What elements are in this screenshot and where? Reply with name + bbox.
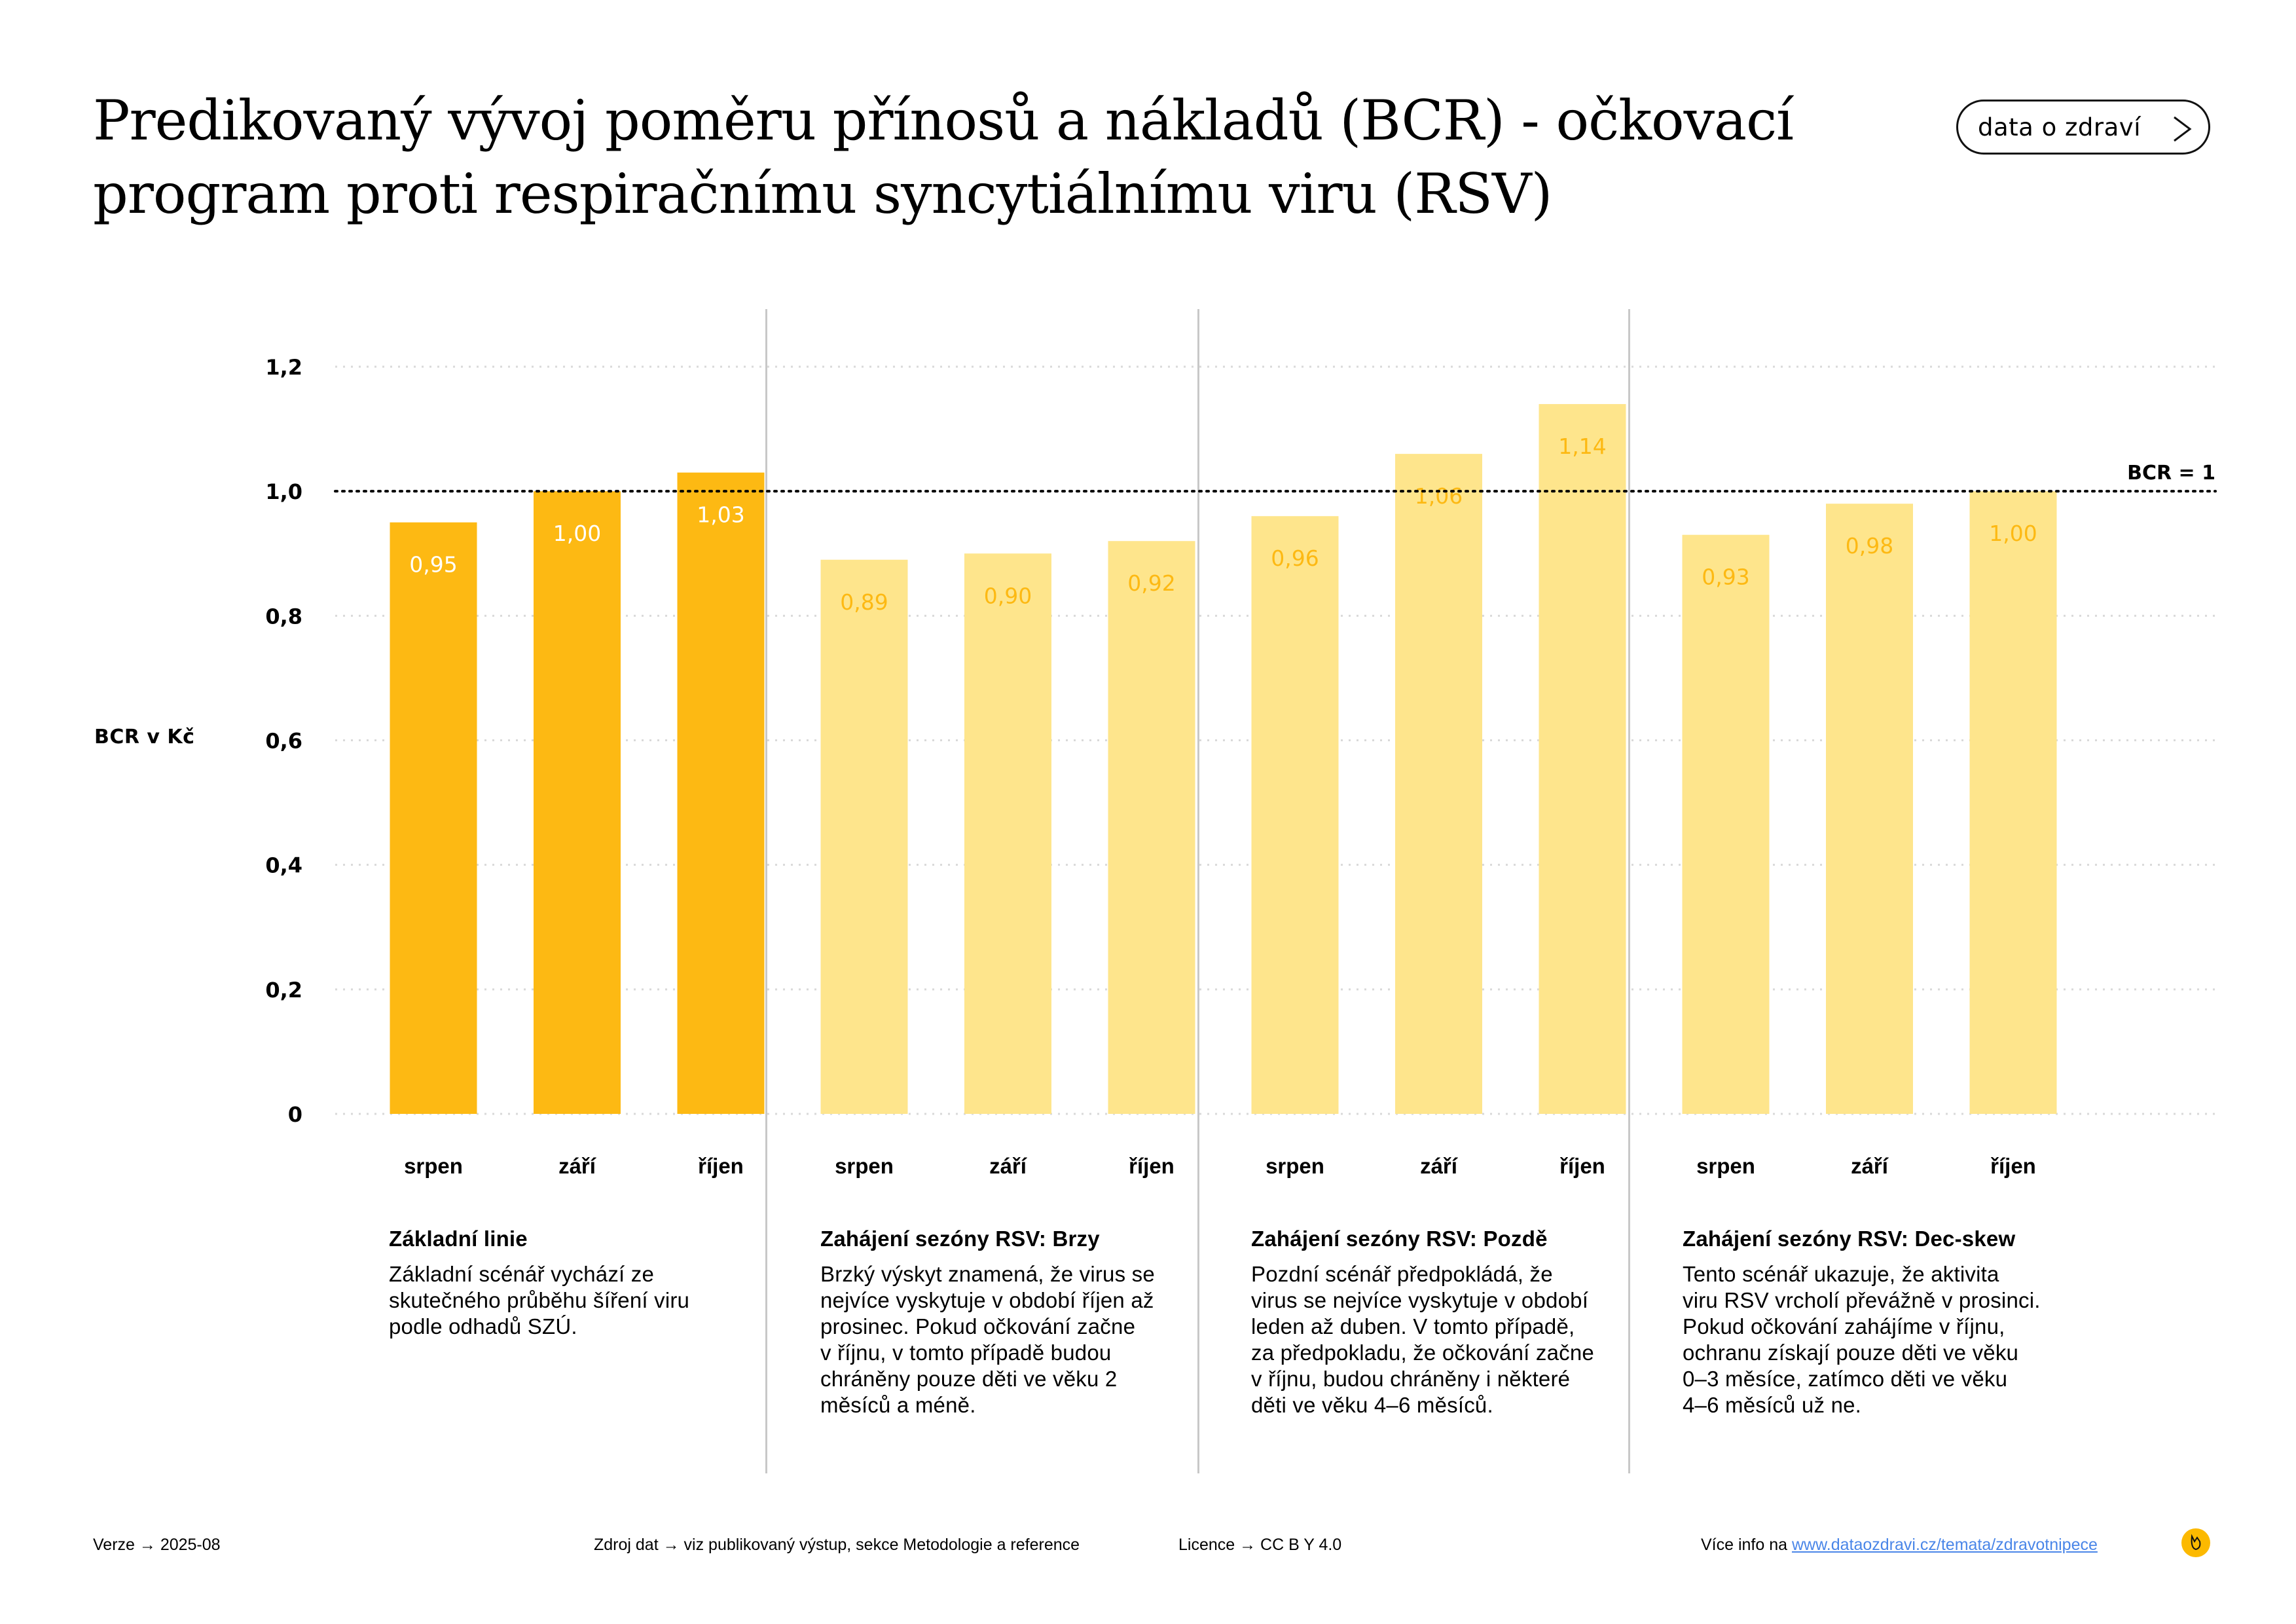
x-category-label: říjen bbox=[1559, 1154, 1605, 1178]
scenario-description-line: Pokud očkování zahájíme v říjnu, bbox=[1683, 1314, 2005, 1338]
y-tick-label: 0 bbox=[288, 1102, 302, 1127]
scenario-description-line: 0–3 měsíce, zatímco děti ve věku bbox=[1683, 1367, 2008, 1391]
bar-value-label: 1,06 bbox=[1415, 483, 1463, 509]
bar bbox=[1395, 454, 1482, 1114]
bar-value-label: 0,90 bbox=[984, 583, 1032, 608]
scenario-description-line: chráněny pouze děti ve věku 2 bbox=[820, 1367, 1118, 1391]
y-tick-label: 0,4 bbox=[265, 853, 302, 878]
chevron-right-icon bbox=[2174, 116, 2192, 142]
x-category-label: říjen bbox=[1990, 1154, 2036, 1178]
y-tick-label: 1,2 bbox=[265, 355, 302, 380]
footer-version: Verze → 2025-08 bbox=[93, 1536, 221, 1554]
bar bbox=[534, 491, 621, 1114]
footer-more-info: Více info na www.dataozdravi.cz/temata/z… bbox=[1701, 1535, 2098, 1555]
scenario-baseline: Základní linie Základní scénář vychází z… bbox=[389, 1226, 769, 1340]
scenario-description: Tento scénář ukazuje, že aktivita viru RS… bbox=[1683, 1261, 2062, 1418]
scenario-late: Zahájení sezóny RSV: Pozdě Pozdní scénář… bbox=[1251, 1226, 1631, 1418]
scenario-description: Brzký výskyt znamená, že virus se nejvíce… bbox=[820, 1261, 1200, 1418]
x-category-label: říjen bbox=[1129, 1154, 1175, 1178]
bar-value-label: 0,98 bbox=[1846, 533, 1893, 559]
x-category-label: září bbox=[1420, 1154, 1459, 1178]
brand-logo-icon bbox=[2181, 1528, 2210, 1557]
scenario-description-line: virus se nejvíce vyskytuje v období bbox=[1251, 1288, 1589, 1312]
scenario-description-line: v říjnu, v tomto případě budou bbox=[820, 1340, 1112, 1365]
bar-value-label: 0,89 bbox=[840, 589, 888, 615]
bar bbox=[1826, 504, 1913, 1114]
scenario-description-line: v říjnu, budou chráněny i některé bbox=[1251, 1367, 1571, 1391]
scenario-description-line: Tento scénář ukazuje, že aktivita bbox=[1683, 1262, 1999, 1286]
footer-source: Zdroj dat → viz publikovaný výstup, sekc… bbox=[594, 1536, 1080, 1554]
footer-more-info-link[interactable]: www.dataozdravi.cz/temata/zdravotnipece bbox=[1791, 1536, 2098, 1554]
y-axis-title: BCR v Kč bbox=[94, 726, 195, 748]
data-o-zdravi-button-label: data o zdraví bbox=[1978, 113, 2141, 141]
scenario-description-line: prosinec. Pokud očkování začne bbox=[820, 1314, 1136, 1338]
bar bbox=[1969, 491, 2057, 1114]
scenario-title: Zahájení sezóny RSV: Pozdě bbox=[1251, 1227, 1548, 1251]
page-title: Predikovaný vývoj poměru přínosů a nákla… bbox=[93, 84, 1795, 231]
bar bbox=[1108, 541, 1195, 1114]
y-tick-label: 1,0 bbox=[265, 479, 302, 504]
reference-line-label: BCR = 1 bbox=[2127, 462, 2215, 485]
x-category-label: říjen bbox=[698, 1154, 744, 1178]
bar-value-label: 1,00 bbox=[1989, 521, 2037, 546]
x-category-label: srpen bbox=[835, 1154, 894, 1178]
bar-value-label: 0,96 bbox=[1271, 545, 1319, 571]
scenario-description-line: za předpokladu, že očkování začne bbox=[1251, 1340, 1594, 1365]
x-category-label: září bbox=[989, 1154, 1028, 1178]
scenario-title: Základní linie bbox=[389, 1227, 528, 1251]
y-tick-label: 0,2 bbox=[265, 978, 302, 1003]
bar bbox=[1682, 534, 1770, 1114]
data-o-zdravi-button[interactable]: data o zdraví bbox=[1956, 100, 2210, 155]
bar bbox=[964, 553, 1051, 1114]
title-line-2: program proti respiračnímu syncytiálnímu… bbox=[93, 162, 1552, 226]
bar-value-label: 0,93 bbox=[1702, 564, 1749, 590]
scenario-description-line: měsíců a méně. bbox=[820, 1393, 976, 1417]
bar bbox=[390, 522, 477, 1114]
x-category-label: září bbox=[558, 1154, 597, 1178]
scenario-description-line: 4–6 měsíců už ne. bbox=[1683, 1393, 1862, 1417]
scenario-description-line: podle odhadů SZÚ. bbox=[389, 1314, 577, 1338]
scenario-description-line: Brzký výskyt znamená, že virus se bbox=[820, 1262, 1155, 1286]
scenario-description-line: skutečného průběhu šíření viru bbox=[389, 1288, 690, 1312]
x-category-label: srpen bbox=[1696, 1154, 1755, 1178]
scenario-description-line: Základní scénář vychází ze bbox=[389, 1262, 655, 1286]
x-category-label: září bbox=[1851, 1154, 1889, 1178]
scenario-description-line: nejvíce vyskytuje v období říjen až bbox=[820, 1288, 1154, 1312]
bar bbox=[1539, 404, 1626, 1114]
bar bbox=[677, 472, 765, 1114]
x-category-label: srpen bbox=[404, 1154, 463, 1178]
scenario-description: Pozdní scénář předpokládá, že virus se ne… bbox=[1251, 1261, 1631, 1418]
scenario-title: Zahájení sezóny RSV: Dec-skew bbox=[1683, 1227, 2016, 1251]
bar bbox=[1251, 516, 1339, 1114]
bar bbox=[820, 559, 908, 1114]
y-tick-label: 0,6 bbox=[265, 729, 302, 754]
footer-license: Licence → CC B Y 4.0 bbox=[1178, 1536, 1342, 1554]
scenario-description-line: leden až duben. V tomto případě, bbox=[1251, 1314, 1575, 1338]
footer-more-info-prefix: Více info na bbox=[1701, 1536, 1792, 1554]
bar-value-label: 1,00 bbox=[553, 521, 601, 546]
bar-value-label: 1,14 bbox=[1558, 434, 1606, 459]
scenario-description-line: viru RSV vrcholí převážně v prosinci. bbox=[1683, 1288, 2041, 1312]
scenario-description-line: ochranu získají pouze děti ve věku bbox=[1683, 1340, 2019, 1365]
y-tick-label: 0,8 bbox=[265, 604, 302, 629]
bar-value-label: 0,92 bbox=[1127, 570, 1175, 596]
scenario-description-line: děti ve věku 4–6 měsíců. bbox=[1251, 1393, 1493, 1417]
bar-value-label: 1,03 bbox=[697, 502, 744, 528]
bar-chart: 0 0,2 0,4 0,6 0,8 1,0 1,2 0,95 srpen 1,00 září 1,03… bbox=[265, 309, 2217, 1473]
bar-value-label: 0,95 bbox=[409, 552, 457, 578]
x-category-label: srpen bbox=[1266, 1154, 1324, 1178]
scenario-early: Zahájení sezóny RSV: Brzy Brzký výskyt z… bbox=[820, 1226, 1200, 1418]
scenario-dec-skew: Zahájení sezóny RSV: Dec-skew Tento scén… bbox=[1683, 1226, 2062, 1418]
scenario-title: Zahájení sezóny RSV: Brzy bbox=[820, 1227, 1100, 1251]
scenario-description-line: Pozdní scénář předpokládá, že bbox=[1251, 1262, 1553, 1286]
title-line-1: Predikovaný vývoj poměru přínosů a nákla… bbox=[93, 88, 1794, 153]
scenario-description: Základní scénář vychází ze skutečného prů… bbox=[389, 1261, 769, 1340]
